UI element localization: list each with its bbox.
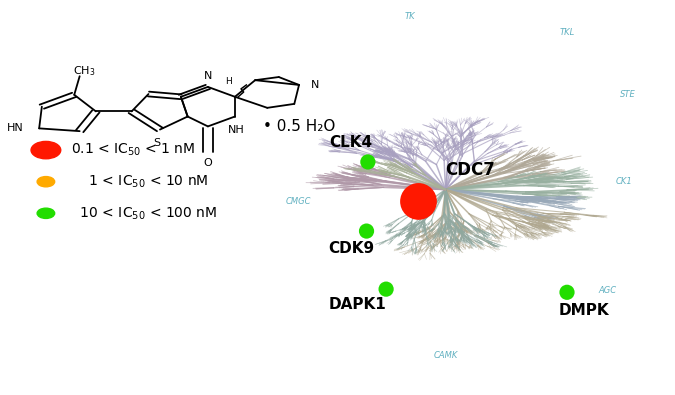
- Text: 1 < IC$_{50}$ < 10 nM: 1 < IC$_{50}$ < 10 nM: [71, 173, 209, 190]
- Text: TKL: TKL: [560, 28, 574, 37]
- Text: 10 < IC$_{50}$ < 100 nM: 10 < IC$_{50}$ < 100 nM: [71, 205, 217, 222]
- Text: N: N: [311, 80, 319, 90]
- Text: CMGC: CMGC: [286, 197, 311, 206]
- Text: N: N: [204, 71, 212, 81]
- Point: [562, 289, 572, 295]
- Text: 0.1 < IC$_{50}$ < 1 nM: 0.1 < IC$_{50}$ < 1 nM: [71, 142, 195, 158]
- Text: CDK9: CDK9: [328, 241, 374, 256]
- Circle shape: [37, 208, 55, 218]
- Text: STE: STE: [620, 90, 636, 99]
- Text: CDC7: CDC7: [446, 161, 495, 179]
- Point: [381, 286, 392, 292]
- Text: TK: TK: [405, 12, 416, 21]
- Text: HN: HN: [7, 123, 24, 134]
- Point: [361, 228, 372, 234]
- Text: CK1: CK1: [616, 177, 632, 186]
- Text: O: O: [204, 158, 212, 168]
- Point: [362, 159, 373, 165]
- Point: [413, 198, 424, 205]
- Text: S: S: [153, 138, 160, 149]
- Circle shape: [37, 177, 55, 187]
- Text: CH$_3$: CH$_3$: [73, 64, 96, 78]
- Text: NH: NH: [228, 125, 245, 135]
- Text: CLK4: CLK4: [329, 135, 373, 150]
- Circle shape: [31, 141, 61, 159]
- Text: CAMK: CAMK: [433, 351, 458, 360]
- Text: • 0.5 H₂O: • 0.5 H₂O: [263, 119, 335, 134]
- Text: H: H: [225, 77, 232, 86]
- Text: DAPK1: DAPK1: [329, 297, 387, 312]
- Text: DMPK: DMPK: [559, 303, 609, 318]
- Text: AGC: AGC: [599, 286, 616, 295]
